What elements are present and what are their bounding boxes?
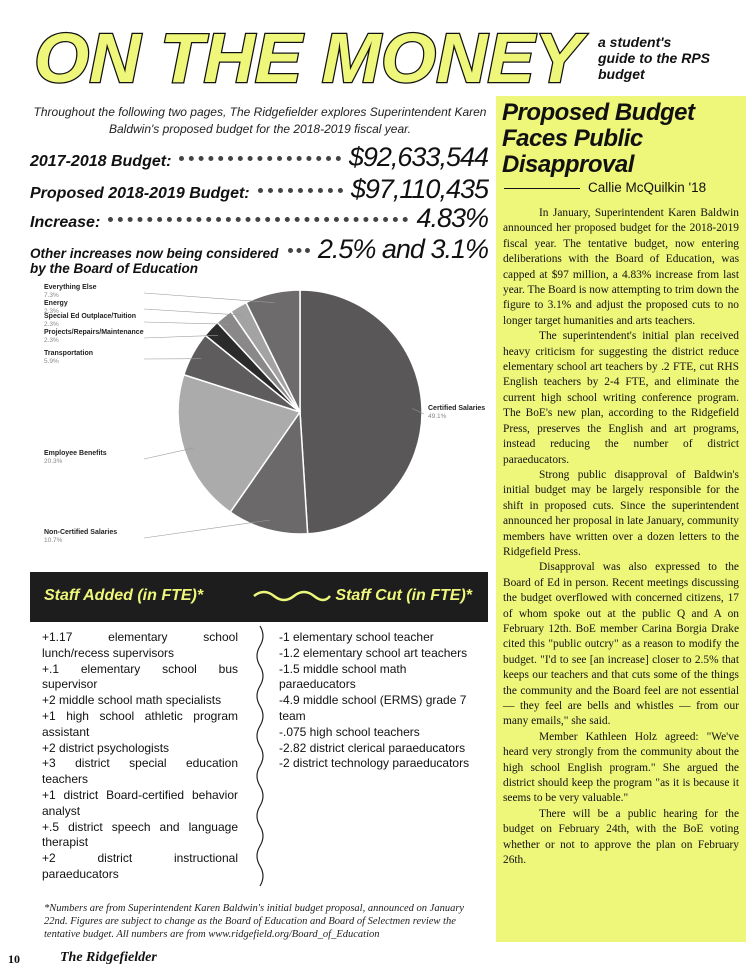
slice-label: Energy (44, 300, 68, 307)
dotted-leader (288, 248, 310, 253)
byline-rule (504, 188, 580, 189)
tagline-line: budget (598, 66, 645, 82)
leader-line (143, 308, 244, 316)
slice-value-label: 10.7% (44, 537, 63, 544)
leader-line (143, 292, 275, 303)
list-item: +1.17 elementary school lunch/recess sup… (42, 630, 238, 660)
masthead-title: ON THE MONEY (34, 20, 587, 92)
slice-value-label: 2.3% (44, 308, 59, 315)
slice-value-label: 7.3% (44, 292, 59, 299)
slice-value-label: 49.1% (428, 413, 447, 420)
page-number: 10 (8, 952, 20, 966)
figure-row-2017-budget: 2017-2018 Budget: $92,633,544 (30, 142, 489, 173)
slice-label: Employee Benefits (44, 450, 107, 457)
slice-value-label: 20.3% (44, 458, 63, 465)
staff-cut-list: -1 elementary school teacher -1.2 elemen… (279, 630, 475, 772)
list-item: +2 middle school math specialists (42, 693, 222, 708)
article-paragraph: Disapproval was also expressed to the Bo… (503, 561, 739, 728)
article-paragraph: In January, Superintendent Karen Baldwin… (503, 207, 739, 327)
list-item: -1.2 elementary school art teachers (279, 645, 468, 660)
slice-value-label: 5.9% (44, 358, 59, 365)
article-body: In January, Superintendent Karen Baldwin… (503, 206, 739, 868)
slice-value-label: 2.3% (44, 321, 59, 328)
vertical-wave-divider-icon (256, 625, 264, 887)
slice-label: Certified Salaries (428, 405, 485, 412)
article-title: Proposed Budget Faces Public Disapproval (502, 99, 695, 178)
list-item: +2 district instructional paraeducators (42, 851, 238, 881)
intro-text: Throughout the following two pages, The … (33, 105, 487, 136)
list-item: -2 district technology paraeducators (279, 756, 470, 771)
leader-line (143, 334, 219, 339)
list-item: -1.5 middle school math paraeducators (279, 661, 407, 692)
figure-label: 2017-2018 Budget: (30, 153, 172, 170)
pie-slice-non-certified-salaries (229, 409, 309, 535)
slice-value-label: 2.3% (44, 337, 59, 344)
figure-row-increase: Increase: 4.83% (30, 203, 489, 234)
list-item: +.5 district speech and language therapi… (42, 819, 238, 850)
list-item: -1 elementary school teacher (279, 630, 434, 644)
list-item: -4.9 middle school (ERMS) grade 7 team (279, 693, 467, 723)
tagline-line: a student's (598, 34, 672, 50)
article-paragraph: Strong public disapproval of Baldwin's i… (503, 468, 739, 558)
leader-line (143, 447, 194, 460)
slice-label: Transportation (44, 350, 93, 357)
slice-label: Special Ed Outplace/Tuition (44, 313, 136, 320)
leader-line (143, 519, 270, 539)
figure-value: $97,110,435 (350, 174, 489, 204)
staff-added-title: Staff Added (in FTE)* (44, 587, 204, 604)
article-sidebar (496, 96, 746, 942)
footnote: *Numbers are from Superintendent Karen B… (44, 903, 465, 940)
pie-slice-everything-else (245, 289, 301, 413)
tagline: a student's guide to the RPS budget (598, 34, 738, 82)
staff-added-list: +1.17 elementary school lunch/recess sup… (42, 630, 238, 883)
figure-label: Increase: (30, 214, 101, 231)
masthead: ON THE MONEY (30, 20, 590, 92)
figure-value: 2.5% and 3.1% (317, 234, 489, 264)
article-paragraph: There will be a public hearing for the b… (503, 807, 739, 867)
staff-header-bar: Staff Added (in FTE)* Staff Cut (in FTE)… (30, 572, 488, 622)
leader-line (143, 321, 230, 325)
dotted-leader (108, 217, 409, 222)
article-byline: Callie McQuilkin '18 (588, 180, 707, 195)
list-item: -.075 high school teachers (279, 724, 420, 739)
budget-pie-chart: Certified Salaries 49.1% Non-Certified Sal… (30, 272, 490, 552)
figure-value: $92,633,544 (348, 142, 489, 172)
figure-value: 4.83% (416, 203, 489, 233)
publication-name: The Ridgefielder (60, 950, 157, 965)
list-item: +3 district special education teachers (42, 756, 238, 787)
slice-label: Non-Certified Salaries (44, 529, 117, 536)
figure-label: Proposed 2018-2019 Budget: (30, 185, 250, 202)
article-paragraph: Member Kathleen Holz agreed: "We've hear… (503, 730, 739, 805)
figure-row-proposed-budget: Proposed 2018-2019 Budget: $97,110,435 (30, 174, 489, 205)
pie-slice-certified-salaries (299, 289, 423, 535)
list-item: +1 high school athletic program assistan… (42, 708, 238, 739)
list-item: +1 district Board-certified behavior ana… (42, 787, 238, 818)
list-item: +2 district psychologists (42, 740, 170, 755)
figure-row-other-increases: Other increases now being considered by … (30, 234, 489, 276)
article-paragraph: The superintendent's initial plan receiv… (503, 330, 739, 466)
dotted-leader (179, 156, 341, 161)
list-item: +.1 elementary school bus supervisor (42, 661, 238, 692)
slice-label: Projects/Repairs/Maintenance (44, 329, 144, 336)
staff-cut-title: Staff Cut (in FTE)* (335, 587, 472, 604)
list-item: -2.82 district clerical paraeducators (279, 740, 466, 755)
pie-slice-employee-benefits (177, 373, 302, 514)
figure-label: Other increases now being considered by … (30, 246, 279, 276)
wave-divider-icon (253, 590, 331, 602)
leader-line (412, 408, 425, 415)
tagline-line: guide to the RPS (598, 50, 710, 66)
dotted-leader (257, 188, 343, 193)
slice-label: Everything Else (44, 284, 97, 291)
